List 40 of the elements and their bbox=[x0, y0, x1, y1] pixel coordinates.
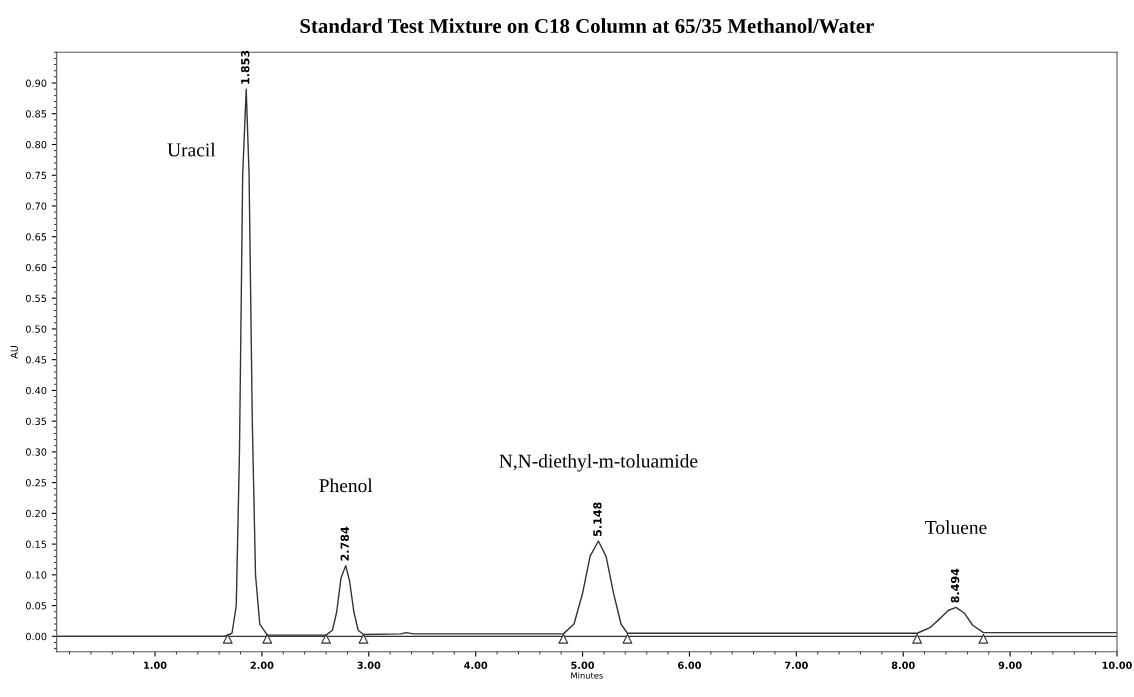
annotation: Toluene bbox=[925, 520, 987, 535]
x-tick-label: 1.00 bbox=[144, 661, 167, 669]
y-tick-label: 0.85 bbox=[25, 110, 47, 118]
x-tick-label: 7.00 bbox=[784, 661, 808, 669]
y-tick-label: 0.15 bbox=[25, 540, 47, 548]
y-tick-label: 0.60 bbox=[25, 263, 47, 272]
annotation: Uracil bbox=[167, 142, 216, 157]
annotation: 8.494 bbox=[950, 568, 960, 603]
y-tick-label: 0.10 bbox=[25, 571, 47, 579]
y-tick-label: 0.80 bbox=[25, 140, 47, 149]
x-tick-label: 8.00 bbox=[891, 661, 915, 669]
annotation: Phenol bbox=[319, 478, 373, 493]
y-tick-label: 0.75 bbox=[25, 171, 47, 180]
x-tick-label: 10.00 bbox=[1102, 661, 1132, 669]
y-tick-label: 0.50 bbox=[25, 325, 47, 333]
x-axis-title: Minutes bbox=[571, 672, 603, 679]
x-tick-label: 3.00 bbox=[357, 661, 381, 669]
y-tick-label: 0.65 bbox=[25, 233, 47, 241]
y-tick-label: 0.00 bbox=[25, 632, 47, 641]
y-tick-label: 0.70 bbox=[25, 202, 47, 210]
annotation: 5.148 bbox=[593, 502, 602, 537]
y-axis-title: AU bbox=[10, 345, 18, 359]
y-tick-label: 0.55 bbox=[25, 294, 47, 303]
annotation: N,N-diethyl-m-toluamide bbox=[499, 453, 698, 472]
y-tick-label: 0.90 bbox=[25, 79, 47, 87]
x-tick-label: 5.00 bbox=[571, 661, 595, 669]
x-tick-label: 6.00 bbox=[678, 661, 701, 669]
y-tick-label: 0.35 bbox=[25, 417, 47, 425]
y-tick-label: 0.45 bbox=[25, 356, 47, 364]
x-tick-label: 4.00 bbox=[464, 661, 488, 669]
y-tick-label: 0.25 bbox=[25, 479, 47, 487]
y-tick-label: 0.40 bbox=[25, 386, 47, 395]
annotation: 2.784 bbox=[340, 526, 349, 561]
y-tick-label: 0.30 bbox=[25, 448, 47, 456]
annotation: 1.853 bbox=[241, 50, 250, 84]
y-tick-label: 0.05 bbox=[25, 602, 47, 610]
y-tick-label: 0.20 bbox=[25, 509, 47, 518]
x-tick-label: 2.00 bbox=[250, 661, 274, 669]
chart-title: Standard Test Mixture on C18 Column at 65/35 Methanol/Water bbox=[300, 18, 874, 34]
x-tick-label: 9.00 bbox=[998, 661, 1022, 669]
